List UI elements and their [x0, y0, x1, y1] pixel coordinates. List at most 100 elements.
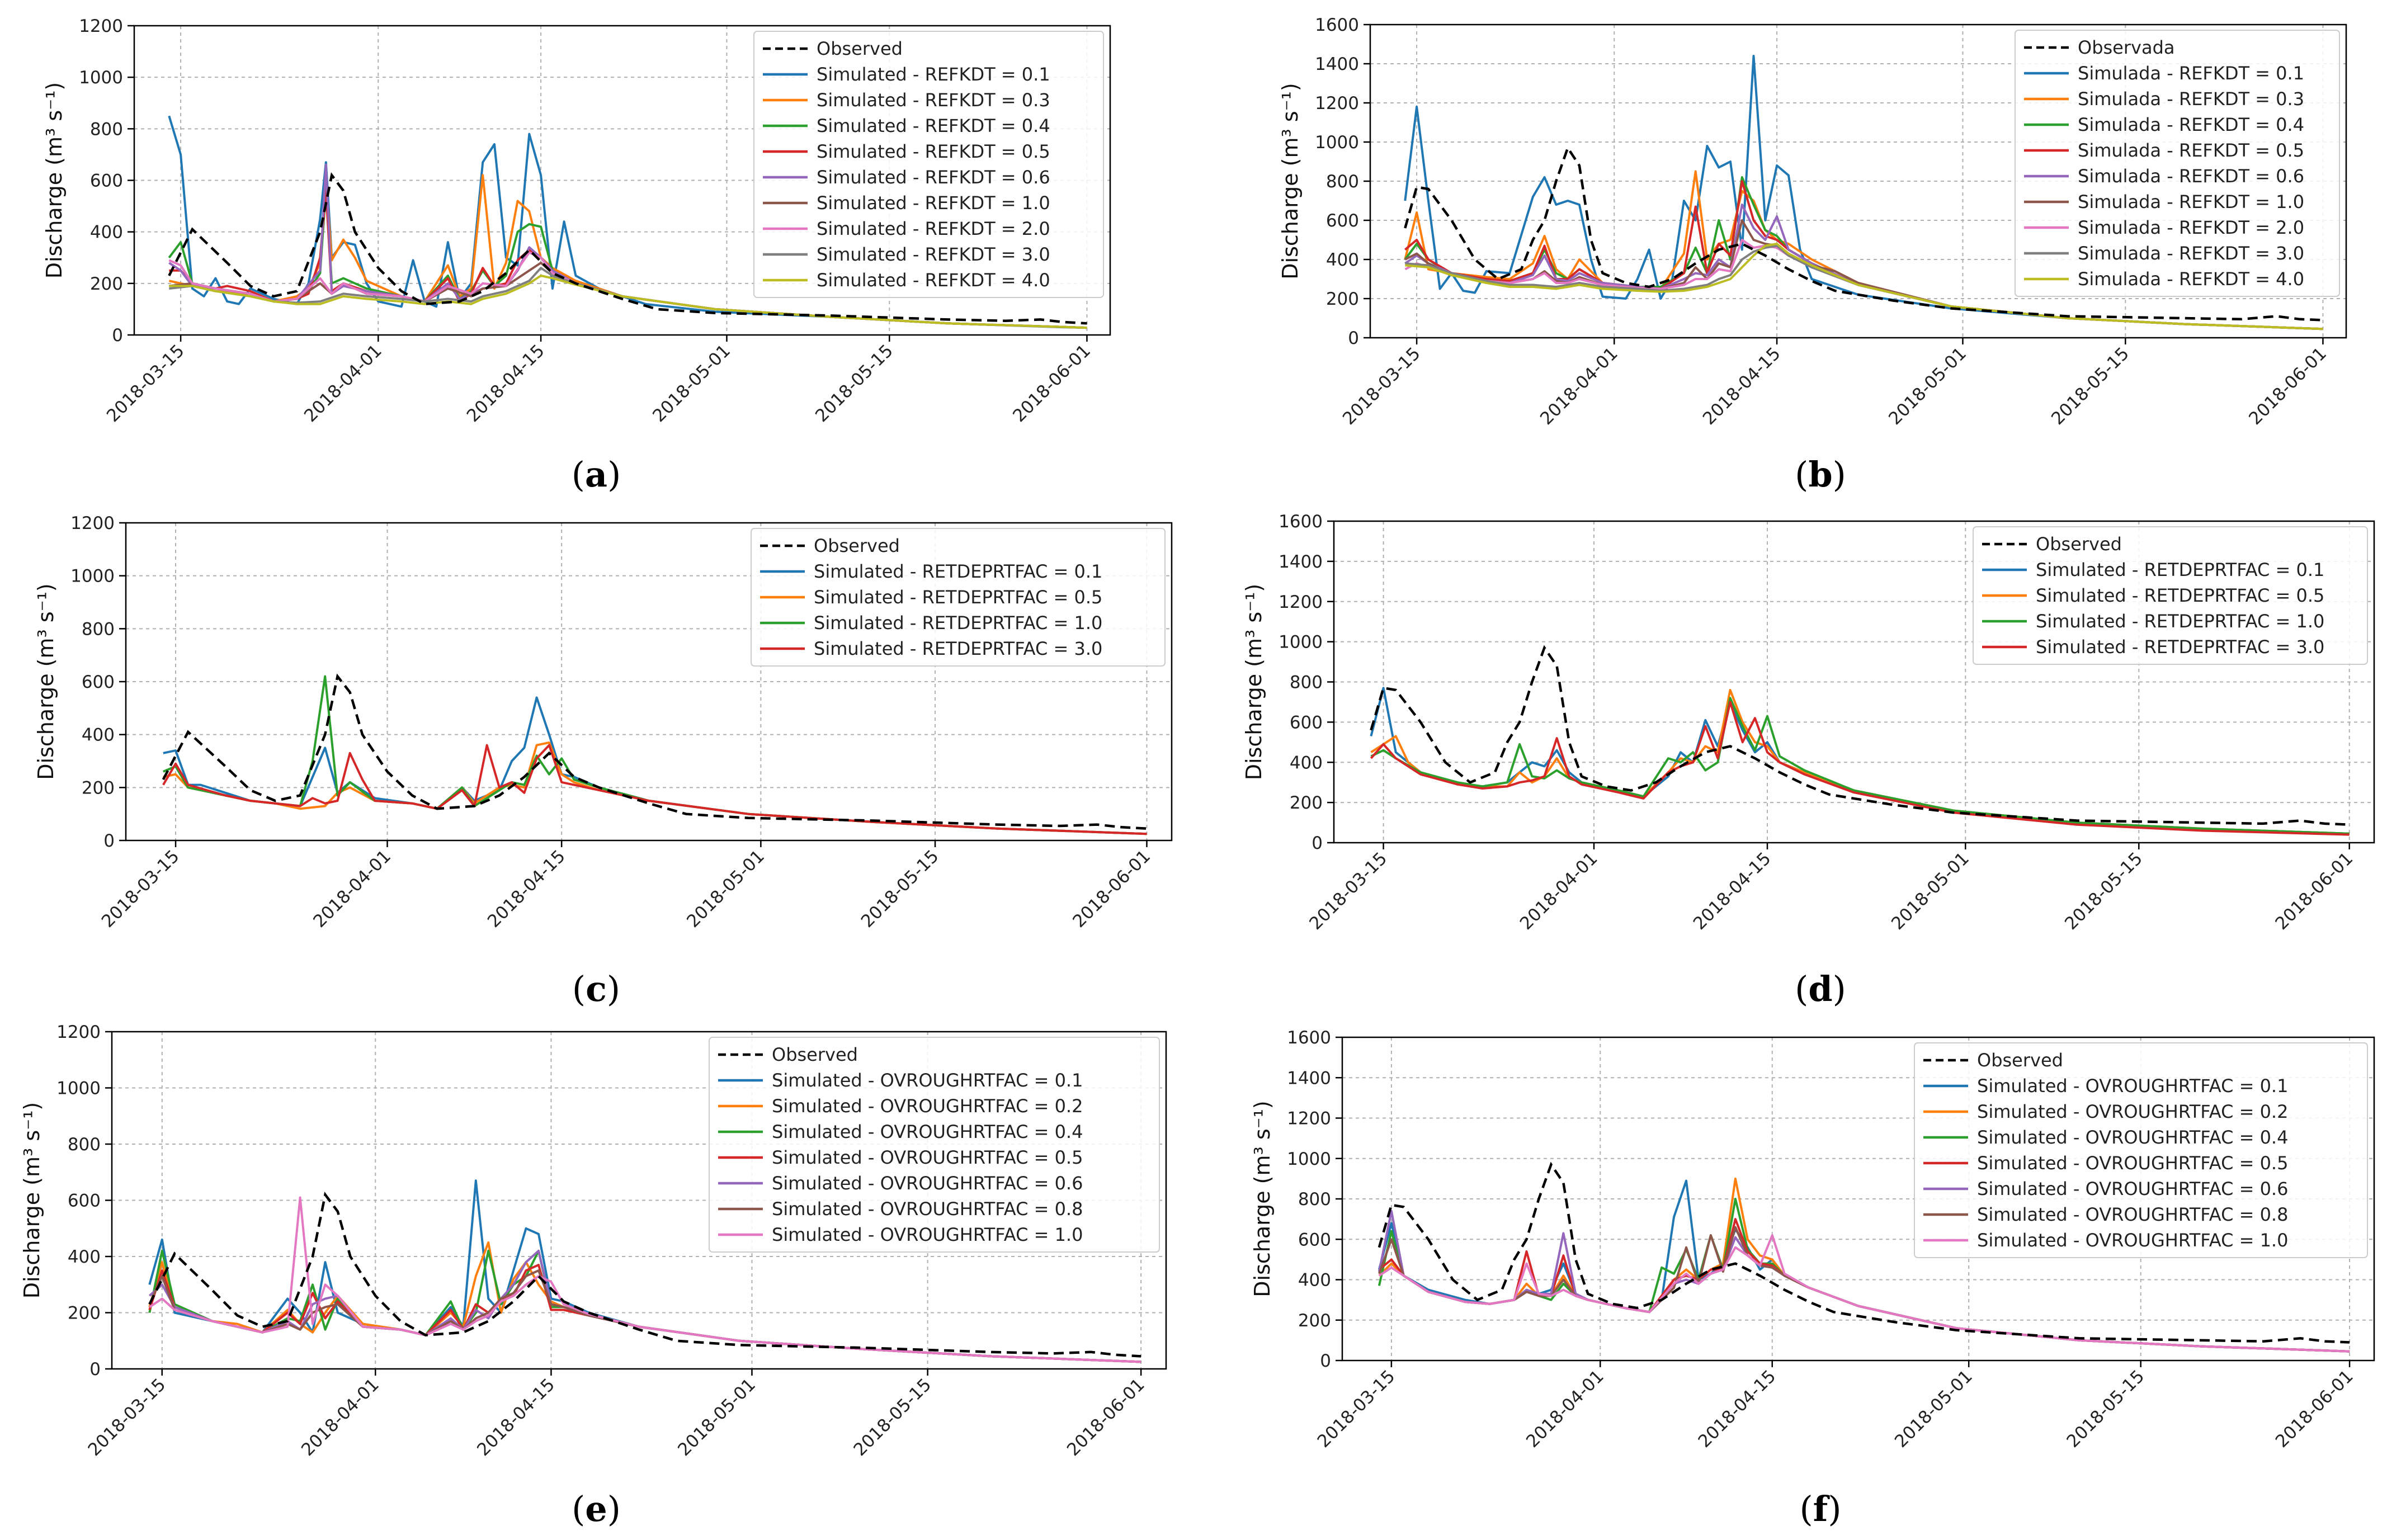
legend-observed-label: Observed: [2036, 533, 2122, 555]
legend-series-label: Simulated - REFKDT = 0.6: [817, 167, 1050, 188]
y-tick-label: 1600: [1287, 1028, 1331, 1048]
legend-series-label: Simulada - REFKDT = 0.5: [2078, 140, 2304, 161]
caption-paren: ): [1828, 1489, 1841, 1529]
legend-series-label: Simulated - OVROUGHRTFAC = 0.6: [1977, 1178, 2288, 1199]
legend-observed-label: Observed: [817, 38, 903, 59]
legend-box: [751, 528, 1166, 667]
legend-series-label: Simulated - REFKDT = 3.0: [817, 244, 1050, 265]
caption-paren: (: [572, 1489, 585, 1529]
legend-series-label: Simulated - OVROUGHRTFAC = 0.6: [772, 1173, 1083, 1194]
y-tick-label: 800: [1298, 1189, 1331, 1210]
legend-series-label: Simulated - REFKDT = 0.4: [817, 115, 1050, 136]
legend-observed-label: Observed: [1977, 1050, 2063, 1071]
y-axis-title: Discharge (m³ s⁻¹): [1278, 83, 1303, 279]
legend-observed-label: Observed: [814, 535, 900, 556]
caption-paren: (: [572, 454, 585, 495]
y-tick-label: 0: [112, 325, 123, 346]
legend-series-label: Simulada - REFKDT = 0.6: [2078, 166, 2304, 187]
panel-caption: (e): [572, 1489, 621, 1529]
series-line-0.1: [1404, 55, 2323, 330]
y-tick-label: 400: [90, 223, 123, 243]
series-line-4.0: [169, 275, 1087, 329]
y-tick-label: 1600: [1279, 512, 1323, 532]
legend: Observed Simulated - RETDEPRTFAC = 0.1 Sim…: [751, 528, 1166, 667]
panel-caption: (b): [1795, 454, 1846, 495]
caption-paren: ): [607, 969, 620, 1009]
legend-series-label: Simulated - RETDEPRTFAC = 1.0: [2036, 611, 2324, 632]
legend-series-label: Simulated - OVROUGHRTFAC = 1.0: [772, 1224, 1083, 1245]
caption-paren: (: [572, 969, 586, 1009]
y-tick-label: 400: [1298, 1270, 1331, 1291]
y-tick-label: 200: [1326, 289, 1359, 309]
panel-caption: (f): [1799, 1489, 1841, 1529]
y-tick-label: 1200: [1315, 93, 1359, 114]
y-tick-label: 400: [1326, 250, 1359, 270]
observed-line: [162, 673, 1147, 830]
legend-series-label: Simulated - REFKDT = 2.0: [817, 218, 1050, 239]
y-tick-label: 800: [1290, 673, 1323, 693]
legend-series-label: Simulated - RETDEPRTFAC = 3.0: [814, 638, 1102, 659]
legend-observed-label: Observada: [2078, 37, 2174, 58]
legend-series-label: Simulated - RETDEPRTFAC = 0.5: [2036, 585, 2324, 606]
y-tick-label: 1400: [1315, 54, 1359, 74]
y-tick-label: 200: [82, 778, 115, 798]
y-tick-label: 1000: [56, 1079, 101, 1099]
legend-box: [1914, 1042, 2368, 1258]
caption-letter: f: [1813, 1489, 1830, 1529]
legend-series-label: Simulated - OVROUGHRTFAC = 0.8: [1977, 1204, 2288, 1225]
legend-series-label: Simulada - REFKDT = 3.0: [2078, 243, 2304, 264]
legend: Observed Simulated - OVROUGHRTFAC = 0.1 Si…: [709, 1037, 1160, 1253]
caption-paren: (: [1795, 969, 1808, 1009]
legend-box: [1973, 526, 2368, 665]
y-tick-label: 600: [82, 672, 115, 692]
observed-line: [1378, 1161, 2350, 1344]
caption-paren: ): [1833, 454, 1846, 495]
legend-series-label: Simulated - OVROUGHRTFAC = 0.8: [772, 1198, 1083, 1220]
series-line-1.0: [1370, 697, 2350, 835]
legend: Observed Simulated - RETDEPRTFAC = 0.1 Sim…: [1973, 526, 2368, 665]
y-tick-label: 1200: [1287, 1109, 1331, 1129]
series-line-1.0: [1378, 1234, 2350, 1353]
legend-observed-label: Observed: [772, 1044, 858, 1065]
y-tick-label: 800: [90, 119, 123, 139]
legend-series-label: Simulated - OVROUGHRTFAC = 0.1: [1977, 1075, 2288, 1097]
y-tick-label: 1200: [56, 1022, 101, 1042]
y-tick-label: 0: [89, 1359, 101, 1380]
legend-series-label: Simulated - OVROUGHRTFAC = 0.1: [772, 1070, 1083, 1091]
y-tick-label: 0: [1320, 1351, 1331, 1371]
series-line-4.0: [1405, 243, 2323, 330]
legend-box: [709, 1037, 1160, 1253]
legend-box: [753, 31, 1104, 298]
legend-series-label: Simulated - RETDEPRTFAC = 0.5: [814, 587, 1102, 608]
y-axis-title: Discharge (m³ s⁻¹): [42, 82, 67, 278]
y-tick-label: 0: [1312, 833, 1323, 853]
y-tick-label: 600: [1290, 712, 1323, 733]
legend-series-label: Simulated - RETDEPRTFAC = 3.0: [2036, 636, 2324, 658]
y-tick-label: 1400: [1287, 1068, 1331, 1088]
y-tick-label: 200: [68, 1303, 101, 1324]
caption-paren: (: [1799, 1489, 1813, 1529]
series-line-3.0: [1370, 701, 2350, 836]
y-tick-label: 1000: [1287, 1149, 1331, 1169]
y-tick-label: 1000: [1315, 133, 1359, 153]
legend-series-label: Simulated - REFKDT = 0.1: [817, 64, 1050, 85]
legend-series-label: Simulated - OVROUGHRTFAC = 0.4: [772, 1121, 1083, 1142]
caption-letter: c: [586, 969, 607, 1009]
caption-paren: ): [607, 454, 621, 495]
caption-paren: ): [1833, 969, 1846, 1009]
caption-letter: e: [585, 1489, 607, 1529]
y-tick-label: 800: [1326, 172, 1359, 192]
y-tick-label: 200: [1290, 793, 1323, 813]
legend-series-label: Simulated - RETDEPRTFAC = 0.1: [2036, 559, 2324, 580]
caption-letter: a: [585, 454, 607, 495]
legend-series-label: Simulated - OVROUGHRTFAC = 0.4: [1977, 1127, 2288, 1148]
y-axis-title: Discharge (m³ s⁻¹): [1250, 1100, 1275, 1297]
y-tick-label: 1000: [79, 68, 123, 88]
legend-series-label: Simulada - REFKDT = 0.3: [2078, 88, 2304, 110]
panel-caption: (c): [572, 969, 620, 1009]
legend-series-label: Simulated - RETDEPRTFAC = 0.1: [814, 561, 1102, 582]
series-line-0.3: [1404, 170, 2323, 330]
y-tick-label: 1200: [70, 513, 115, 533]
y-tick-label: 1400: [1279, 552, 1323, 572]
